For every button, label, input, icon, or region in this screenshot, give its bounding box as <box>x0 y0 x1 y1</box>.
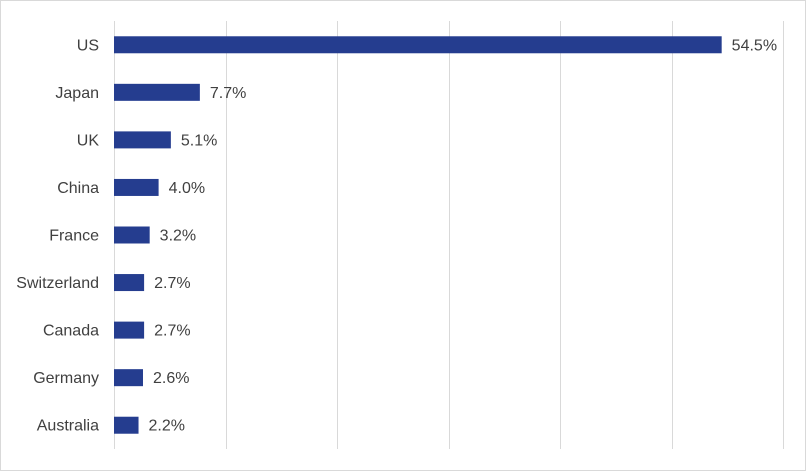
value-label-canada: 2.7% <box>154 323 190 340</box>
category-label-canada: Canada <box>43 323 99 340</box>
value-label-switzerland: 2.7% <box>154 275 190 292</box>
value-labels: 54.5% 7.7% 5.1% 4.0% 3.2% 2.7% 2.7% 2.6% 2.2% <box>149 37 778 434</box>
bar-japan <box>114 83 200 101</box>
category-label-australia: Australia <box>37 418 99 435</box>
category-label-switzerland: Switzerland <box>16 275 99 292</box>
bar-france <box>114 226 150 244</box>
category-label-us: US <box>77 37 99 54</box>
bar-us <box>114 36 722 54</box>
gridlines <box>114 21 784 449</box>
bar-germany <box>114 369 143 387</box>
category-label-china: China <box>57 180 99 197</box>
value-label-uk: 5.1% <box>181 132 217 149</box>
category-label-germany: Germany <box>33 370 99 387</box>
category-label-japan: Japan <box>55 85 99 102</box>
bar-uk <box>114 131 171 149</box>
bar-canada <box>114 321 145 339</box>
value-label-australia: 2.2% <box>149 418 185 435</box>
value-label-us: 54.5% <box>732 37 777 54</box>
category-label-uk: UK <box>77 132 100 149</box>
bar-china <box>114 178 159 196</box>
bar-switzerland <box>114 274 145 292</box>
category-label-france: France <box>49 228 99 245</box>
bar-australia <box>114 416 139 434</box>
value-label-france: 3.2% <box>160 228 196 245</box>
category-labels: US Japan UK China France Switzerland Canada Ger… <box>16 37 99 434</box>
value-label-germany: 2.6% <box>153 370 189 387</box>
bars <box>114 36 722 434</box>
value-label-china: 4.0% <box>169 180 205 197</box>
value-label-japan: 7.7% <box>210 85 246 102</box>
